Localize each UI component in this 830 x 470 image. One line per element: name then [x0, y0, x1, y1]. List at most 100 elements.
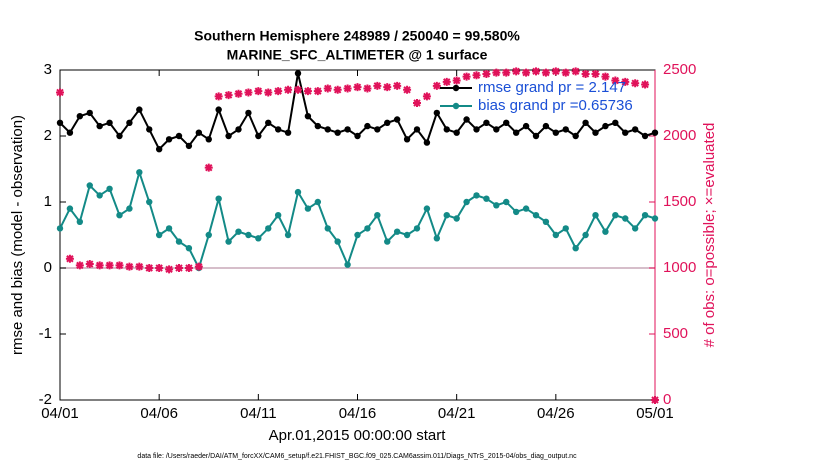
data-point — [56, 88, 64, 97]
data-point — [65, 254, 74, 263]
data-point — [76, 113, 84, 120]
data-point — [224, 91, 233, 100]
data-point — [522, 68, 531, 77]
data-point — [304, 205, 312, 212]
y2-tick-label: 2500 — [663, 61, 696, 78]
data-point — [165, 265, 174, 274]
data-point — [413, 126, 421, 133]
data-point — [344, 261, 351, 268]
data-point — [56, 119, 64, 127]
data-point — [215, 195, 222, 202]
data-point — [512, 129, 520, 136]
data-point — [343, 84, 352, 93]
data-point — [453, 129, 460, 136]
data-point — [571, 67, 580, 76]
data-point — [363, 84, 372, 93]
data-point — [255, 132, 262, 140]
y2-tick-label: 0 — [663, 391, 671, 408]
data-point — [413, 99, 421, 107]
x-tick-label: 04/21 — [438, 405, 476, 422]
data-point — [274, 212, 282, 219]
x-axis-label: Apr.01,2015 00:00:00 start — [269, 427, 447, 444]
data-point — [155, 146, 163, 153]
data-point — [184, 264, 193, 272]
data-point — [86, 182, 93, 189]
data-point — [364, 225, 371, 232]
data-point — [631, 126, 639, 133]
data-point — [334, 129, 341, 136]
data-point — [641, 132, 649, 140]
data-point — [205, 136, 212, 143]
data-point — [115, 261, 124, 270]
data-point — [562, 225, 569, 232]
data-point — [631, 225, 639, 232]
data-point — [146, 126, 153, 133]
data-point — [294, 70, 302, 77]
data-point — [432, 81, 441, 90]
footnote: data file: /Users/raeder/DAI/ATM_forcXX/… — [137, 453, 577, 460]
data-point — [502, 68, 511, 77]
data-point — [314, 122, 322, 130]
data-point — [423, 139, 431, 146]
data-point — [155, 231, 163, 239]
data-point — [641, 212, 649, 219]
data-point — [324, 225, 331, 232]
data-point — [453, 215, 460, 222]
data-point — [384, 119, 391, 127]
data-point — [503, 119, 510, 127]
data-point — [443, 212, 450, 219]
data-point — [403, 85, 412, 94]
data-point — [265, 225, 272, 232]
y2-tick-label: 1500 — [663, 193, 696, 210]
data-point — [255, 235, 262, 242]
data-point — [136, 106, 143, 113]
data-point — [462, 72, 471, 81]
x-tick-label: 05/01 — [636, 405, 674, 422]
data-point — [612, 212, 619, 219]
data-point — [234, 89, 243, 98]
data-point — [274, 87, 283, 96]
data-point — [106, 185, 113, 192]
data-point — [433, 235, 441, 242]
data-point — [442, 77, 451, 86]
data-point — [503, 198, 510, 206]
y2-tick-label: 500 — [663, 325, 688, 342]
data-point — [651, 396, 659, 404]
data-point — [205, 231, 212, 239]
data-point — [452, 76, 461, 85]
data-point — [641, 80, 650, 89]
y-tick-label: 2 — [44, 127, 52, 144]
data-point — [185, 142, 193, 150]
data-point — [95, 261, 104, 270]
data-point — [126, 119, 133, 127]
data-point — [522, 122, 530, 130]
data-point — [56, 225, 64, 232]
x-tick-label: 04/06 — [140, 405, 178, 422]
data-point — [483, 119, 490, 127]
data-point — [364, 122, 371, 130]
data-point — [175, 132, 183, 140]
data-point — [463, 198, 470, 206]
data-point — [185, 245, 193, 252]
y-axis-label: rmse and bias (model - observation) — [9, 115, 26, 355]
data-point — [194, 262, 203, 271]
data-point — [631, 79, 640, 88]
data-point — [225, 132, 232, 140]
data-point — [274, 126, 282, 133]
data-point — [552, 129, 560, 136]
data-point — [214, 92, 223, 101]
data-point — [592, 129, 599, 136]
data-point — [581, 69, 590, 78]
legend-marker — [452, 102, 460, 110]
x-tick-label: 04/01 — [41, 405, 79, 422]
data-point — [393, 116, 401, 123]
data-point — [175, 264, 183, 272]
data-point — [482, 69, 491, 78]
data-point — [225, 238, 232, 245]
data-point — [75, 261, 84, 270]
legend-label: bias grand pr =0.65736 — [478, 97, 633, 114]
data-point — [541, 68, 550, 77]
data-point — [473, 126, 480, 133]
data-point — [651, 215, 659, 222]
data-point — [542, 218, 550, 225]
